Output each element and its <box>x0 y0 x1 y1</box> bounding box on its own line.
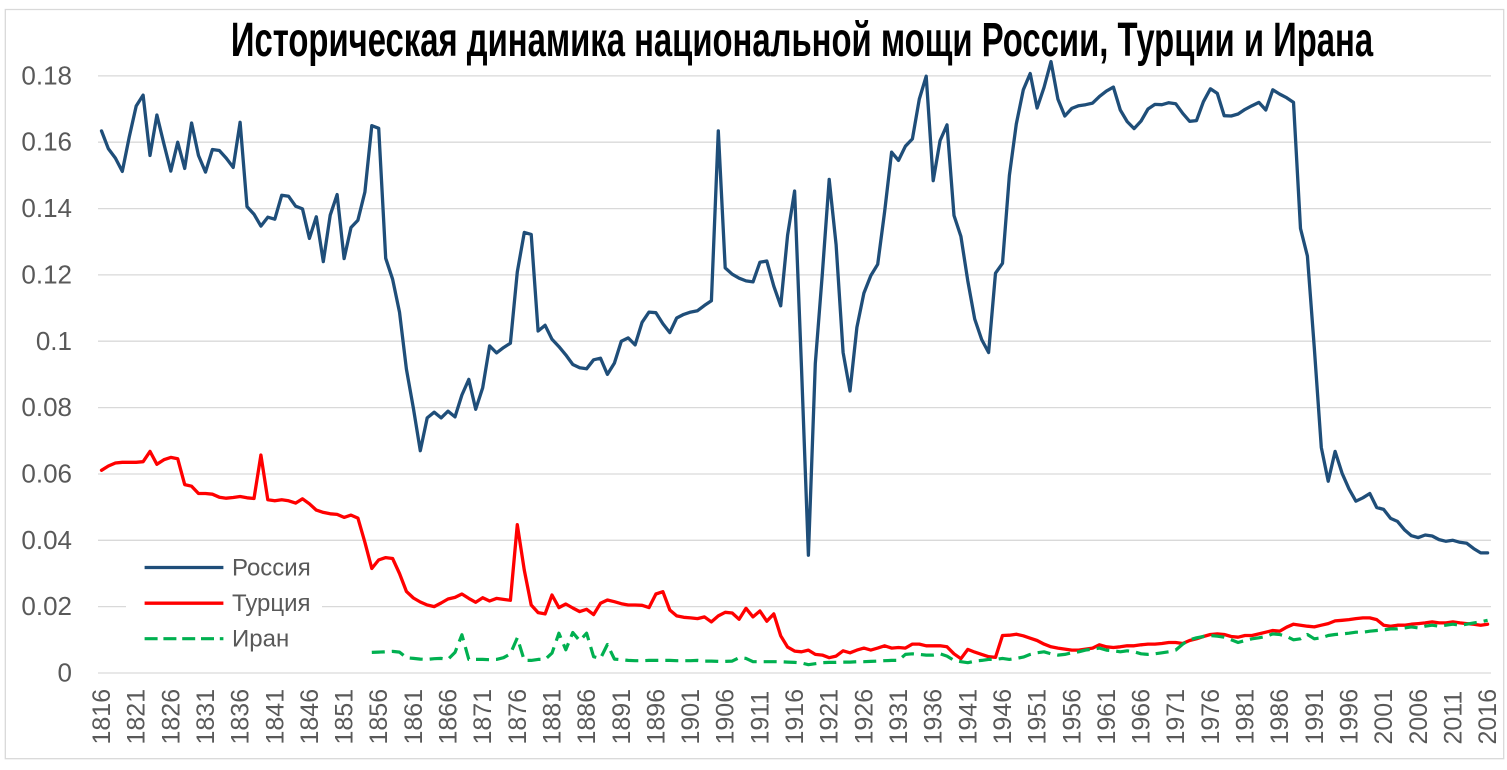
svg-text:Россия: Россия <box>232 555 311 582</box>
svg-text:1816: 1816 <box>88 689 116 745</box>
svg-text:1926: 1926 <box>850 689 878 745</box>
svg-text:1951: 1951 <box>1024 689 1052 745</box>
svg-text:1916: 1916 <box>781 689 809 745</box>
svg-text:2016: 2016 <box>1474 689 1502 745</box>
svg-text:1871: 1871 <box>469 689 497 745</box>
svg-text:1846: 1846 <box>296 689 324 745</box>
svg-text:0.18: 0.18 <box>21 60 72 90</box>
svg-text:1891: 1891 <box>608 689 636 745</box>
svg-text:0.08: 0.08 <box>21 392 72 422</box>
svg-text:2001: 2001 <box>1370 689 1398 745</box>
svg-text:0.06: 0.06 <box>21 459 72 489</box>
svg-text:1996: 1996 <box>1336 689 1364 745</box>
svg-text:1976: 1976 <box>1197 689 1225 745</box>
svg-text:1986: 1986 <box>1266 689 1294 745</box>
svg-text:0.1: 0.1 <box>36 326 72 356</box>
svg-text:1851: 1851 <box>331 689 359 745</box>
svg-text:1881: 1881 <box>539 689 567 745</box>
svg-text:Историческая динамика национал: Историческая динамика национальной мощи … <box>231 13 1374 67</box>
svg-text:1901: 1901 <box>677 689 705 745</box>
svg-text:1956: 1956 <box>1058 689 1086 745</box>
svg-text:0.12: 0.12 <box>21 259 72 289</box>
svg-text:1941: 1941 <box>954 689 982 745</box>
svg-text:1971: 1971 <box>1162 689 1190 745</box>
svg-text:1841: 1841 <box>261 689 289 745</box>
svg-text:Турция: Турция <box>232 590 311 617</box>
svg-text:1906: 1906 <box>712 689 740 745</box>
svg-text:1936: 1936 <box>920 689 948 745</box>
svg-text:0.04: 0.04 <box>21 525 72 555</box>
svg-text:0.02: 0.02 <box>21 591 72 621</box>
svg-text:1931: 1931 <box>885 689 913 745</box>
svg-text:Иран: Иран <box>232 626 289 653</box>
svg-text:1831: 1831 <box>192 689 220 745</box>
svg-text:0.14: 0.14 <box>21 193 72 223</box>
svg-text:1886: 1886 <box>573 689 601 745</box>
svg-text:1981: 1981 <box>1232 689 1260 745</box>
svg-text:1921: 1921 <box>816 689 844 745</box>
svg-text:1966: 1966 <box>1128 689 1156 745</box>
svg-text:0: 0 <box>58 658 72 688</box>
svg-text:1946: 1946 <box>989 689 1017 745</box>
svg-text:1866: 1866 <box>435 689 463 745</box>
svg-text:2011: 2011 <box>1439 691 1467 745</box>
svg-text:1861: 1861 <box>400 689 428 745</box>
svg-text:1876: 1876 <box>504 689 532 745</box>
svg-text:1961: 1961 <box>1093 689 1121 745</box>
svg-text:1911: 1911 <box>746 691 774 745</box>
svg-text:1826: 1826 <box>157 689 185 745</box>
svg-text:1991: 1991 <box>1301 689 1329 745</box>
svg-text:1836: 1836 <box>227 689 255 745</box>
svg-text:1821: 1821 <box>123 689 151 745</box>
svg-text:1856: 1856 <box>365 689 393 745</box>
svg-text:2006: 2006 <box>1405 689 1433 745</box>
svg-text:0.16: 0.16 <box>21 127 72 157</box>
svg-text:1896: 1896 <box>642 689 670 745</box>
